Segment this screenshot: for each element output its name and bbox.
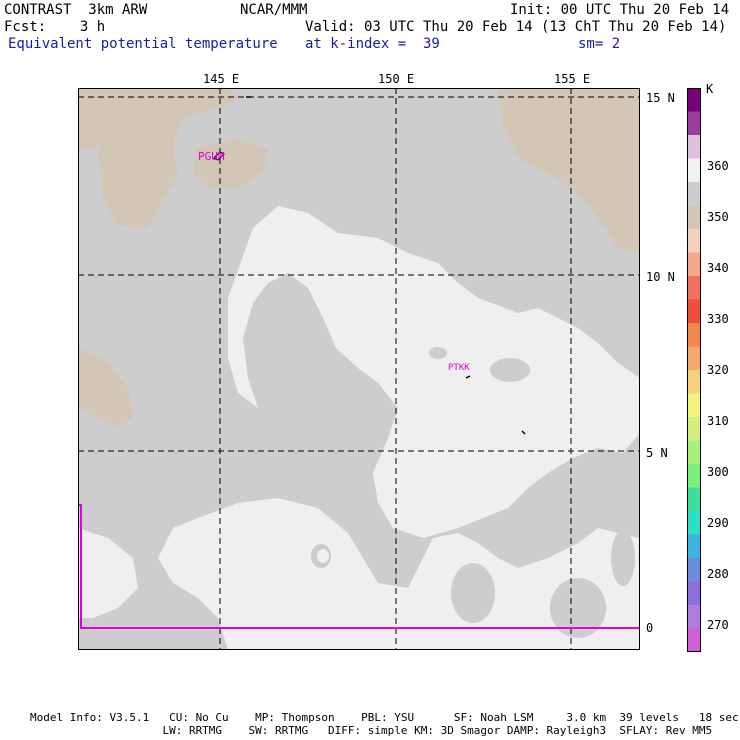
organization: NCAR/MMM	[240, 2, 308, 18]
colorbar-swatch	[687, 135, 701, 159]
colorbar-border	[687, 88, 701, 652]
colorbar-swatch	[687, 205, 701, 230]
model-info-line1: Model Info: V3.5.1 CU: No Cu MP: Thompso…	[30, 711, 739, 724]
colorbar-swatch	[687, 464, 701, 488]
tan-region-northwest	[78, 88, 238, 228]
colorbar-swatch	[687, 111, 701, 136]
gray-patch-8	[611, 530, 635, 586]
colorbar-label-300: 300	[707, 465, 729, 479]
model-info-line2: LW: RRTMG SW: RRTMG DIFF: simple KM: 3D …	[30, 724, 713, 737]
island-mark-east	[521, 430, 526, 435]
lat-label-10n: 10 N	[646, 270, 675, 284]
gray-patch-3	[429, 347, 447, 359]
light-region-southwest	[78, 528, 138, 618]
colorbar-label-280: 280	[707, 567, 729, 581]
colorbar-swatch	[687, 393, 701, 418]
forecast-hour: Fcst: 3 h	[4, 19, 106, 35]
lat-label-0: 0	[646, 621, 654, 635]
colorbar-swatch	[687, 299, 701, 324]
smoothing-info: sm= 2	[578, 36, 621, 52]
colorbar-swatch	[687, 581, 701, 606]
colorbar	[687, 88, 701, 652]
colorbar-label-360: 360	[707, 159, 729, 173]
field-title: Equivalent potential temperature	[8, 36, 278, 52]
equator-line	[78, 504, 640, 629]
level-info: at k-index = 39	[305, 36, 440, 52]
lon-label-150: 150 E	[378, 72, 415, 86]
colorbar-swatch	[687, 252, 701, 277]
colorbar-swatch	[687, 182, 701, 206]
colorbar-label-320: 320	[707, 363, 729, 377]
colorbar-label-310: 310	[707, 414, 729, 428]
colorbar-swatch	[687, 370, 701, 394]
colorbar-swatch	[687, 487, 701, 512]
colorbar-swatch	[687, 346, 701, 371]
colorbar-unit: K	[706, 82, 714, 96]
tan-region-west	[78, 348, 133, 428]
colorbar-swatch	[687, 158, 701, 183]
lat-label-5n: 5 N	[646, 446, 668, 460]
colorbar-swatch	[687, 88, 701, 112]
model-name: CONTRAST 3km ARW	[4, 2, 148, 18]
colorbar-swatch	[687, 628, 701, 652]
station-label-chuuk: PTKK	[448, 363, 470, 373]
lat-label-15n: 15 N	[646, 91, 675, 105]
colorbar-label-270: 270	[707, 618, 729, 632]
lon-label-155: 155 E	[554, 72, 591, 86]
colorbar-label-340: 340	[707, 261, 729, 275]
gray-patch-5	[550, 578, 606, 638]
colorbar-swatch	[687, 417, 701, 441]
init-time: Init: 00 UTC Thu 20 Feb 14	[510, 2, 730, 18]
colorbar-swatch	[687, 276, 701, 300]
light-blob-2	[490, 457, 506, 469]
map-border	[78, 88, 640, 650]
guam-outline	[213, 151, 225, 161]
map-panel	[78, 88, 640, 650]
colorbar-swatch	[687, 323, 701, 347]
tan-region-northeast	[498, 88, 640, 253]
colorbar-swatch	[687, 605, 701, 629]
gray-patch-7	[516, 494, 544, 514]
island-mark-chuuk	[465, 375, 471, 379]
tan-region-north-guam	[193, 138, 268, 188]
gray-patch-2	[490, 358, 530, 382]
graticule	[78, 88, 640, 650]
gray-patch-1	[326, 405, 370, 461]
light-region-central	[228, 206, 640, 538]
colorbar-label-290: 290	[707, 516, 729, 530]
light-blob-1	[317, 549, 329, 563]
colorbar-label-350: 350	[707, 210, 729, 224]
lon-label-145: 145 E	[203, 72, 240, 86]
colorbar-swatch	[687, 440, 701, 465]
colorbar-swatch	[687, 558, 701, 582]
light-region-south	[158, 498, 640, 650]
colorbar-swatch	[687, 511, 701, 535]
colorbar-swatch	[687, 534, 701, 559]
valid-time: Valid: 03 UTC Thu 20 Feb 14 (13 ChT Thu …	[305, 19, 727, 35]
gray-patch-4	[451, 563, 495, 623]
station-label-guam: PGUM	[198, 150, 225, 163]
colorbar-swatch	[687, 229, 701, 253]
colorbar-label-330: 330	[707, 312, 729, 326]
